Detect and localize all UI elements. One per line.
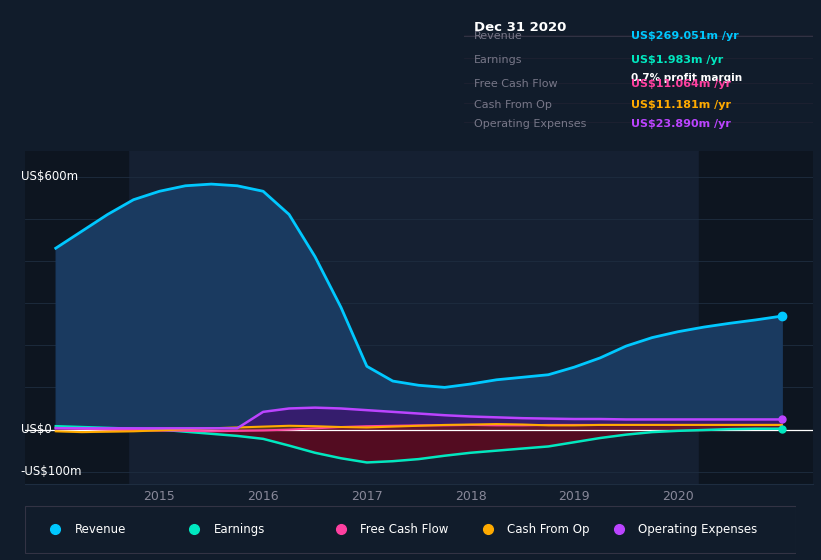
Text: Revenue: Revenue bbox=[475, 31, 523, 41]
Text: Cash From Op: Cash From Op bbox=[475, 100, 553, 110]
Text: Revenue: Revenue bbox=[75, 522, 126, 536]
Text: US$269.051m /yr: US$269.051m /yr bbox=[631, 31, 739, 41]
Text: US$11.181m /yr: US$11.181m /yr bbox=[631, 100, 732, 110]
Text: Free Cash Flow: Free Cash Flow bbox=[475, 80, 558, 90]
FancyBboxPatch shape bbox=[25, 506, 796, 553]
Bar bbox=[25, 151, 128, 484]
Text: -US$100m: -US$100m bbox=[21, 465, 82, 478]
Text: Operating Expenses: Operating Expenses bbox=[638, 522, 758, 536]
Text: Cash From Op: Cash From Op bbox=[507, 522, 589, 536]
Text: Earnings: Earnings bbox=[213, 522, 265, 536]
Text: 0.7% profit margin: 0.7% profit margin bbox=[631, 73, 742, 82]
Text: Dec 31 2020: Dec 31 2020 bbox=[475, 21, 566, 34]
Text: Operating Expenses: Operating Expenses bbox=[475, 119, 587, 129]
Text: Free Cash Flow: Free Cash Flow bbox=[360, 522, 449, 536]
Bar bbox=[699, 151, 813, 484]
Text: US$23.890m /yr: US$23.890m /yr bbox=[631, 119, 732, 129]
Text: US$0: US$0 bbox=[21, 423, 52, 436]
Text: US$11.064m /yr: US$11.064m /yr bbox=[631, 80, 732, 90]
Text: US$1.983m /yr: US$1.983m /yr bbox=[631, 55, 723, 65]
Text: US$600m: US$600m bbox=[21, 170, 78, 183]
Text: Earnings: Earnings bbox=[475, 55, 523, 65]
